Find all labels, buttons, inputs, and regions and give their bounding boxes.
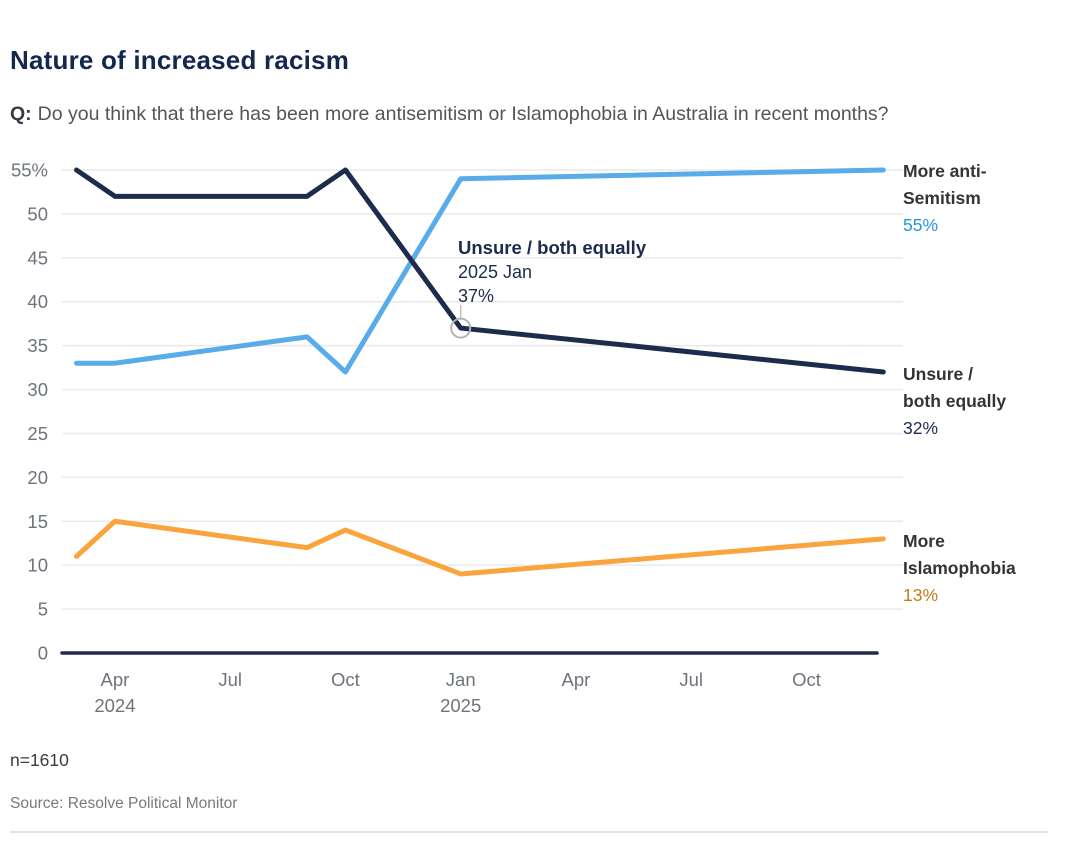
y-tick-label: 55% bbox=[11, 160, 48, 181]
series-label-islamophobia: More Islamophobia 13% bbox=[903, 528, 1073, 609]
x-tick-label: Oct bbox=[331, 669, 360, 690]
annotation-callout: Unsure / both equally 2025 Jan 37% bbox=[458, 236, 646, 308]
x-tick-year: 2025 bbox=[440, 695, 481, 716]
y-tick-label: 30 bbox=[27, 379, 48, 400]
y-tick-label: 25 bbox=[27, 423, 48, 444]
source-note: Source: Resolve Political Monitor bbox=[10, 795, 238, 812]
series-line-islamophobia bbox=[74, 518, 886, 577]
x-tick-label: Jan bbox=[446, 669, 476, 690]
y-tick-label: 50 bbox=[27, 203, 48, 224]
series-line-antisemitism bbox=[74, 167, 886, 375]
x-tick-label: Jul bbox=[679, 669, 703, 690]
y-tick-label: 0 bbox=[38, 643, 48, 664]
sample-size: n=1610 bbox=[10, 750, 69, 770]
series-line-unsure bbox=[74, 167, 886, 375]
y-tick-label: 20 bbox=[27, 467, 48, 488]
question-text: Do you think that there has been more an… bbox=[37, 102, 889, 125]
annotation-date: 2025 Jan bbox=[458, 262, 533, 282]
x-tick-label: Oct bbox=[792, 669, 821, 690]
series-value: 32% bbox=[903, 418, 939, 438]
footer-divider bbox=[10, 831, 1048, 833]
series-label-antisemitism: More anti- Semitism 55% bbox=[903, 158, 1073, 239]
annotation-value: 37% bbox=[458, 286, 495, 306]
y-tick-label: 45 bbox=[27, 247, 48, 268]
y-tick-label: 15 bbox=[27, 511, 48, 532]
x-tick-label: Apr bbox=[562, 669, 591, 690]
page-title: Nature of increased racism bbox=[10, 45, 350, 76]
y-tick-label: 40 bbox=[27, 291, 48, 312]
series-label-line: Semitism bbox=[903, 188, 981, 208]
x-tick-label: Apr bbox=[101, 669, 130, 690]
series-label-line: Islamophobia bbox=[903, 558, 1016, 578]
question-prefix: Q: bbox=[10, 102, 32, 125]
annotation-series: Unsure / both equally bbox=[458, 237, 647, 258]
series-label-line: both equally bbox=[903, 391, 1007, 411]
annotation-marker-circle bbox=[450, 317, 472, 339]
series-label-line: Unsure / bbox=[903, 364, 974, 384]
series-value: 13% bbox=[903, 585, 939, 605]
series-value: 55% bbox=[903, 215, 939, 235]
y-tick-label: 10 bbox=[27, 555, 48, 576]
survey-question: Q: Do you think that there has been more … bbox=[10, 100, 910, 129]
series-label-line: More anti- bbox=[903, 161, 987, 181]
x-tick-year: 2024 bbox=[94, 695, 135, 716]
y-tick-label: 5 bbox=[38, 599, 48, 620]
series-label-line: More bbox=[903, 531, 945, 551]
y-tick-label: 35 bbox=[27, 335, 48, 356]
x-tick-label: Jul bbox=[218, 669, 242, 690]
series-label-unsure: Unsure / both equally 32% bbox=[903, 361, 1073, 442]
